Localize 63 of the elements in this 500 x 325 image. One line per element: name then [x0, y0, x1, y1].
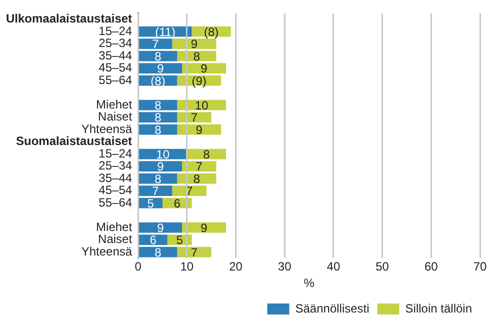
y-tick-label: Yhteensä — [81, 122, 132, 136]
legend-label: Säännöllisesti — [295, 301, 370, 316]
data-label: 8 — [154, 98, 162, 112]
data-label: 7 — [152, 37, 160, 52]
y-tick-label: 25–34 — [98, 36, 132, 50]
y-tick-label: 35–44 — [98, 48, 132, 62]
data-label: 7 — [196, 160, 203, 174]
data-label: 8 — [154, 245, 162, 260]
data-label: 9 — [157, 160, 164, 174]
legend-label: Silloin tällöin — [405, 301, 472, 316]
x-axis-title: % — [304, 276, 315, 290]
bar — [177, 246, 212, 258]
y-tick-label: 25–34 — [98, 158, 132, 173]
y-tick-label: Naiset — [98, 232, 133, 246]
y-tick-label: 15–24 — [98, 146, 132, 160]
data-label: 9 — [200, 220, 208, 235]
data-label: 9 — [157, 220, 164, 235]
data-label: 8 — [193, 172, 200, 186]
bar — [177, 124, 222, 135]
x-tick-label: 30 — [278, 260, 292, 274]
y-tick-label: Miehet — [96, 97, 133, 112]
data-label: 6 — [174, 196, 181, 210]
y-tick-label: 35–44 — [98, 170, 132, 185]
data-label: 9 — [157, 62, 164, 76]
data-label: 8 — [154, 110, 162, 125]
data-label: 5 — [176, 233, 184, 248]
data-label: 7 — [152, 184, 160, 198]
y-tick-label: Yhteensä — [81, 244, 132, 258]
data-label: 5 — [147, 196, 154, 210]
data-label: 8 — [203, 147, 210, 162]
y-tick-label: 45–54 — [98, 60, 132, 75]
bar — [138, 246, 178, 258]
data-label: 8 — [154, 172, 162, 186]
x-tick-label: 0 — [134, 260, 142, 274]
data-label: 8 — [154, 122, 162, 137]
data-label: (9) — [192, 74, 206, 88]
x-tick-label: 60 — [424, 260, 438, 274]
data-label: 7 — [190, 110, 198, 125]
data-label: 8 — [154, 49, 162, 64]
y-tick-label: Suomalaistaustaiset — [16, 134, 132, 148]
y-tick-label: Naiset — [98, 110, 133, 124]
x-tick-label: 40 — [326, 260, 340, 274]
data-label: 6 — [150, 233, 157, 248]
data-label: 9 — [190, 37, 198, 52]
data-label: 7 — [186, 184, 194, 198]
data-label: 8 — [193, 49, 200, 64]
x-tick-label: 10 — [180, 260, 194, 274]
y-tick-label: Ulkomaalaistaustaiset — [6, 12, 132, 26]
data-label: 10 — [156, 147, 170, 162]
x-tick-label: 50 — [376, 260, 390, 274]
y-tick-label: 45–54 — [98, 183, 132, 198]
x-tick-label: 20 — [229, 260, 243, 274]
data-label: 9 — [196, 122, 203, 137]
data-label: 10 — [194, 98, 209, 112]
data-label: 9 — [200, 62, 208, 76]
y-tick-label: 55–64 — [98, 72, 132, 87]
y-tick-label: 15–24 — [98, 24, 132, 38]
y-tick-label: Miehet — [96, 220, 133, 234]
data-label: (8) — [204, 24, 219, 39]
y-tick-label: 55–64 — [98, 195, 132, 210]
data-label: 7 — [190, 245, 198, 260]
bar — [138, 124, 178, 135]
x-tick-label: 70 — [473, 260, 487, 274]
